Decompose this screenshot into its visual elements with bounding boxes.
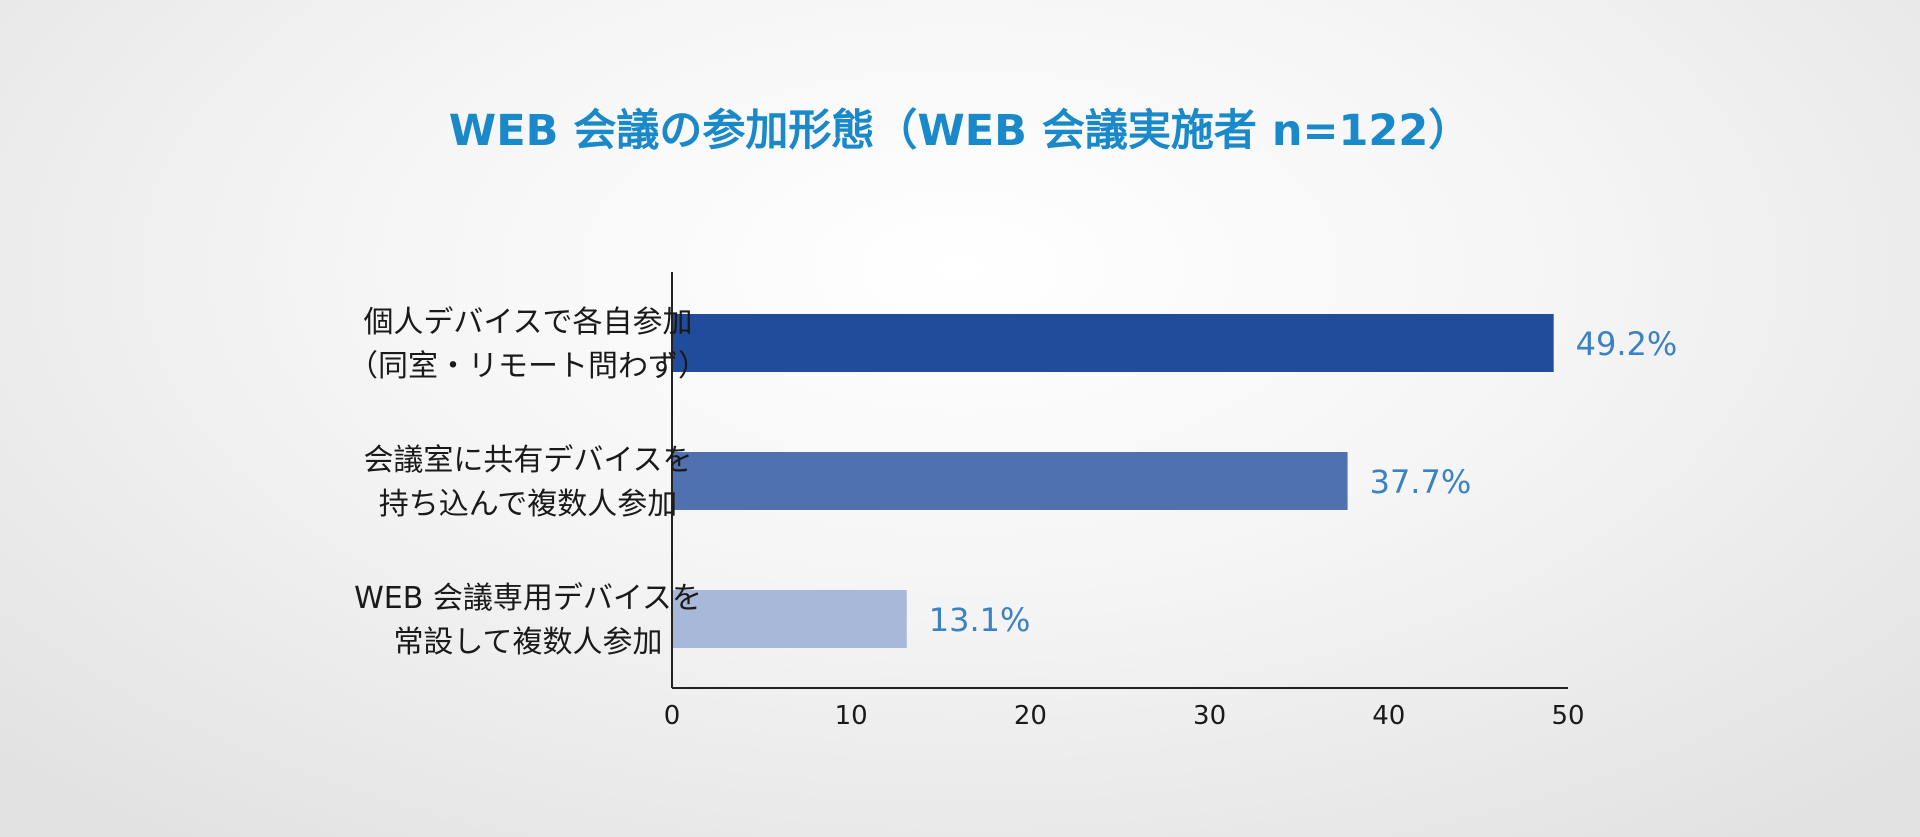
x-tick-label-0: 0 bbox=[664, 701, 681, 731]
bars-layer bbox=[672, 314, 1554, 648]
category-label-1-line-2: （同室・リモート問わず） bbox=[348, 349, 708, 384]
bar-1 bbox=[672, 314, 1554, 372]
x-tick-label-10: 10 bbox=[835, 701, 868, 731]
value-label-1: 49.2% bbox=[1576, 325, 1678, 363]
x-tick-label-30: 30 bbox=[1193, 701, 1226, 731]
category-label-3-line-1: WEB 会議専用デバイスを bbox=[354, 581, 702, 616]
chart-title: WEB 会議の参加形態（WEB 会議実施者 n=122） bbox=[449, 106, 1471, 156]
labels-layer: 49.2% 個人デバイスで各自参加 （同室・リモート問わず） 37.7% 会議室に共有デ… bbox=[348, 305, 1677, 731]
category-label-2-line-2: 持ち込んで複数人参加 bbox=[379, 487, 678, 522]
x-tick-label-50: 50 bbox=[1551, 701, 1584, 731]
category-label-1-line-1: 個人デバイスで各自参加 bbox=[363, 305, 692, 340]
x-tick-label-20: 20 bbox=[1014, 701, 1047, 731]
bar-3 bbox=[672, 590, 907, 648]
category-label-3-line-2: 常設して複数人参加 bbox=[393, 625, 662, 660]
bar-2 bbox=[672, 452, 1348, 510]
x-tick-label-40: 40 bbox=[1372, 701, 1405, 731]
value-label-2: 37.7% bbox=[1370, 463, 1472, 501]
category-label-2-line-1: 会議室に共有デバイスを bbox=[363, 443, 692, 478]
axes-layer bbox=[671, 272, 1568, 689]
value-label-3: 13.1% bbox=[929, 601, 1031, 639]
